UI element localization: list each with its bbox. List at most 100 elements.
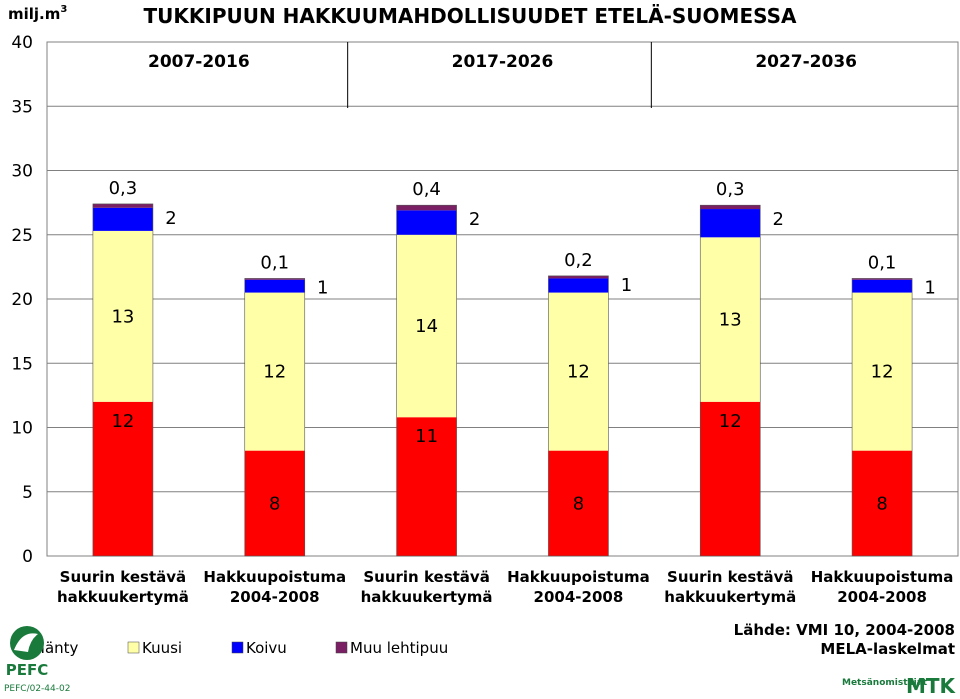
unit-superscript: 3 — [60, 4, 67, 15]
bar-Muu lehtipuu-0 — [92, 203, 153, 208]
legend: Mänty Kuusi Koivu Muu lehtipuu — [17, 639, 448, 657]
data-label-Koivu-1: 1 — [317, 277, 328, 298]
bar-Koivu-4 — [700, 209, 761, 238]
period-separators — [347, 42, 652, 108]
x-label-5-0: Hakkuupoistuma — [811, 568, 954, 586]
data-label-Koivu-2: 2 — [469, 209, 480, 230]
x-label-1-0: Hakkuupoistuma — [203, 568, 346, 586]
data-label-Kuusi-2: 14 — [415, 316, 438, 337]
bar-Muu lehtipuu-4 — [700, 205, 761, 210]
period-label-2017-2026: 2017-2026 — [452, 52, 554, 72]
data-label-Kuusi-3: 12 — [567, 362, 590, 383]
data-labels: 12 13 2 0,3 8 12 1 0,1 11 14 2 0,4 8 12 1 0,2 12 13 2 0,3 8 1… — [109, 178, 936, 514]
bar-Koivu-3 — [548, 278, 609, 293]
data-label-Muu lehtipuu-3: 0,2 — [564, 250, 593, 271]
bar-Koivu-1 — [244, 279, 305, 293]
period-label-2007-2016: 2007-2016 — [148, 52, 250, 72]
pefc-logo-text: PEFC — [6, 661, 49, 679]
y-tick-15: 15 — [11, 354, 33, 374]
y-tick-10: 10 — [11, 419, 33, 439]
y-tick-40: 40 — [11, 33, 33, 53]
bar-Mänty-0 — [92, 401, 153, 556]
data-label-Muu lehtipuu-0: 0,3 — [109, 178, 138, 199]
x-label-2-0: Suurin kestävä — [363, 568, 489, 586]
y-tick-25: 25 — [11, 226, 33, 246]
bar-Muu lehtipuu-3 — [548, 275, 609, 279]
data-label-Mänty-1: 8 — [269, 493, 280, 514]
data-label-Mänty-0: 12 — [111, 411, 134, 432]
data-label-Mänty-4: 12 — [719, 411, 742, 432]
x-label-1-1: 2004-2008 — [230, 588, 320, 606]
x-label-2-1: hakkuukertymä — [361, 588, 493, 606]
data-label-Koivu-5: 1 — [924, 277, 935, 298]
x-label-5-1: 2004-2008 — [837, 588, 927, 606]
source-line-1: Lähde: VMI 10, 2004-2008 — [734, 621, 955, 639]
mtk-logo: Metsänomistajat MTK — [842, 674, 956, 698]
bar-outline-1 — [244, 278, 306, 557]
bar-Mänty-5 — [852, 450, 913, 556]
bar-Koivu-0 — [92, 207, 153, 231]
bar-Mänty-2 — [396, 417, 457, 556]
x-axis-category-labels: Suurin kestävä hakkuukertymä Hakkuupoistum… — [57, 568, 953, 606]
legend-label-Kuusi: Kuusi — [142, 639, 182, 657]
bar-Kuusi-1 — [244, 292, 305, 451]
legend-swatch-Koivu — [231, 641, 244, 654]
data-label-Kuusi-0: 13 — [111, 306, 134, 327]
legend-label-Muu lehtipuu: Muu lehtipuu — [350, 639, 448, 657]
legend-swatch-Muu lehtipuu — [335, 641, 348, 654]
bar-Kuusi-0 — [92, 230, 153, 402]
bar-Mänty-3 — [548, 450, 609, 556]
y-tick-30: 30 — [11, 162, 33, 182]
bar-outline-2 — [396, 204, 457, 557]
legend-swatch-Kuusi — [127, 641, 140, 654]
bar-Muu lehtipuu-1 — [244, 278, 305, 280]
data-label-Muu lehtipuu-4: 0,3 — [716, 179, 745, 200]
mtk-logo-text: MTK — [906, 674, 957, 698]
bar-Mänty-1 — [244, 450, 305, 556]
y-tick-20: 20 — [11, 290, 33, 310]
x-label-3-0: Hakkuupoistuma — [507, 568, 650, 586]
data-label-Kuusi-5: 12 — [871, 362, 894, 383]
x-label-4-1: hakkuukertymä — [664, 588, 796, 606]
legend-label-Koivu: Koivu — [246, 639, 287, 657]
period-labels: 2007-2016 2017-2026 2027-2036 — [148, 52, 857, 72]
data-label-Kuusi-4: 13 — [719, 310, 742, 331]
bar-Kuusi-3 — [548, 292, 609, 451]
y-tick-35: 35 — [11, 97, 33, 117]
pefc-logo-tree-icon — [14, 633, 38, 652]
bar-Koivu-2 — [396, 210, 457, 235]
data-label-Mänty-5: 8 — [876, 493, 887, 514]
data-label-Muu lehtipuu-2: 0,4 — [412, 179, 441, 200]
bar-outline-3 — [548, 275, 609, 557]
bar-outline-4 — [699, 204, 761, 557]
y-tick-0: 0 — [22, 547, 33, 567]
pefc-logo: PEFC PEFC/02-44-02 — [4, 626, 70, 694]
chart-title: TUKKIPUUN HAKKUUMAHDOLLISUUDET ETELÄ-SUO… — [144, 4, 798, 28]
y-axis-tick-labels: 0 5 10 15 20 25 30 35 40 — [11, 33, 33, 567]
gridlines — [46, 41, 959, 557]
plot-frame — [46, 41, 959, 557]
data-label-Muu lehtipuu-5: 0,1 — [868, 252, 897, 273]
source-line-2: MELA-laskelmat — [820, 640, 955, 658]
data-label-Kuusi-1: 12 — [263, 362, 286, 383]
data-label-Koivu-0: 2 — [165, 208, 176, 229]
unit-label: milj.m3 — [8, 4, 67, 23]
period-label-2027-2036: 2027-2036 — [755, 52, 857, 72]
data-label-Mänty-3: 8 — [573, 493, 584, 514]
pefc-code: PEFC/02-44-02 — [4, 684, 70, 694]
bars — [92, 203, 913, 557]
data-label-Muu lehtipuu-1: 0,1 — [260, 252, 289, 273]
y-tick-5: 5 — [22, 483, 33, 503]
mtk-org-text: Metsänomistajat — [842, 678, 928, 688]
data-label-Koivu-4: 2 — [773, 209, 784, 230]
x-label-3-1: 2004-2008 — [534, 588, 624, 606]
x-label-0-0: Suurin kestävä — [60, 568, 186, 586]
bar-Koivu-5 — [852, 279, 913, 293]
bar-outline-0 — [92, 203, 154, 557]
x-label-0-1: hakkuukertymä — [57, 588, 189, 606]
data-label-Mänty-2: 11 — [415, 426, 438, 447]
bar-Muu lehtipuu-5 — [852, 278, 913, 280]
bar-Kuusi-2 — [396, 234, 457, 418]
data-label-Koivu-3: 1 — [621, 275, 632, 296]
